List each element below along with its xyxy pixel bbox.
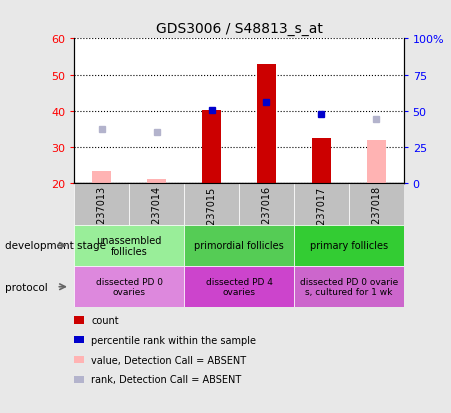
Bar xyxy=(257,65,276,184)
Bar xyxy=(367,141,386,184)
Text: GSM237017: GSM237017 xyxy=(316,186,327,245)
Text: GSM237013: GSM237013 xyxy=(97,186,107,245)
Text: GSM237016: GSM237016 xyxy=(262,186,272,245)
Bar xyxy=(74,184,129,225)
Bar xyxy=(312,139,331,184)
Bar xyxy=(202,111,221,184)
Bar xyxy=(184,266,294,308)
Text: value, Detection Call = ABSENT: value, Detection Call = ABSENT xyxy=(91,355,246,365)
Bar xyxy=(74,376,84,383)
Bar xyxy=(74,336,84,344)
Bar xyxy=(294,266,404,308)
Text: GSM237015: GSM237015 xyxy=(207,186,216,245)
Bar xyxy=(74,356,84,363)
Bar xyxy=(184,184,239,225)
Bar xyxy=(92,171,111,184)
Text: GSM237014: GSM237014 xyxy=(152,186,162,245)
Bar xyxy=(239,184,294,225)
Text: primordial follicles: primordial follicles xyxy=(194,241,284,251)
Bar xyxy=(184,225,294,266)
Text: dissected PD 0
ovaries: dissected PD 0 ovaries xyxy=(96,278,163,297)
Bar xyxy=(294,225,404,266)
Text: percentile rank within the sample: percentile rank within the sample xyxy=(91,335,256,345)
Text: unassembled
follicles: unassembled follicles xyxy=(97,235,162,256)
Text: primary follicles: primary follicles xyxy=(310,241,388,251)
Text: dissected PD 0 ovarie
s, cultured for 1 wk: dissected PD 0 ovarie s, cultured for 1 … xyxy=(299,278,398,297)
Text: rank, Detection Call = ABSENT: rank, Detection Call = ABSENT xyxy=(91,375,241,385)
Text: count: count xyxy=(91,315,119,325)
Bar xyxy=(74,266,184,308)
Title: GDS3006 / S48813_s_at: GDS3006 / S48813_s_at xyxy=(156,21,322,36)
Bar xyxy=(147,179,166,184)
Bar xyxy=(74,225,184,266)
Text: development stage: development stage xyxy=(5,241,106,251)
Text: dissected PD 4
ovaries: dissected PD 4 ovaries xyxy=(206,278,272,297)
Bar xyxy=(74,316,84,324)
Bar xyxy=(349,184,404,225)
Text: GSM237018: GSM237018 xyxy=(371,186,381,245)
Bar xyxy=(129,184,184,225)
Text: protocol: protocol xyxy=(5,282,47,292)
Bar xyxy=(294,184,349,225)
